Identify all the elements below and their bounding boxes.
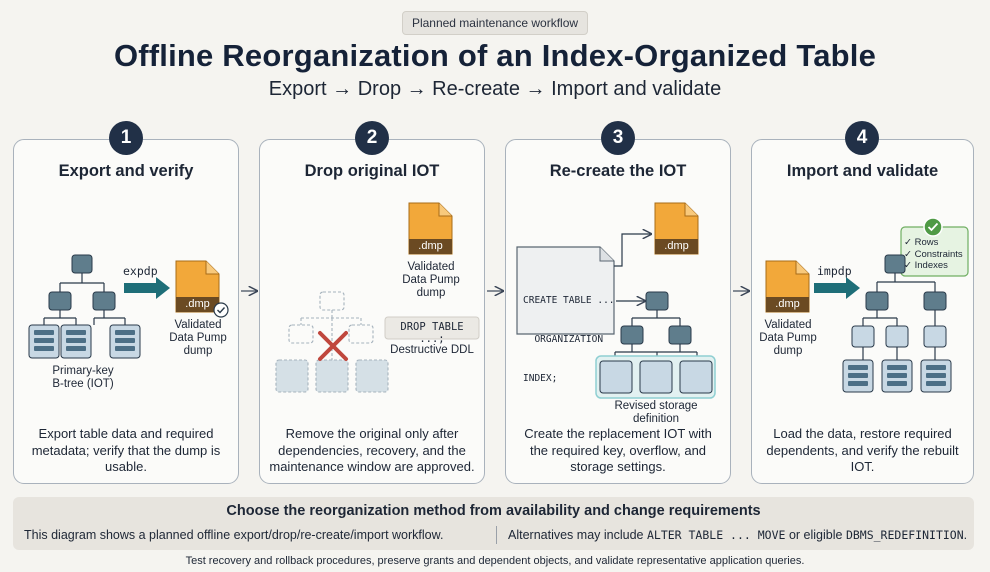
btree-label: Primary-key B-tree (IOT) [52,365,114,390]
create-table-sql: CREATE TABLE ... ORGANIZATION INDEX; [523,295,615,384]
step-description-3: Create the replacement IOT with the requ… [524,426,712,474]
step-description-1: Export table data and required metadata;… [31,426,221,474]
delete-x-icon [318,331,348,361]
step-title-4: Import and validate [786,162,939,180]
method-panel-left-text: This diagram shows a planned offline exp… [24,528,444,542]
rebuilt-btree-icon [862,273,936,360]
verified-check-icon [213,302,229,318]
step-description-2: Remove the original only after dependenc… [269,426,475,474]
validation-checklist: ✓ Rows ✓ Constraints ✓ Indexes [904,237,963,272]
method-panel-right-text: Alternatives may include ALTER TABLE ...… [508,528,968,542]
step-title-2: Drop original IOT [304,162,440,180]
step-card-2 [259,139,485,484]
impdp-command: impdp [817,264,852,278]
dump-label: Validated Data Pump dump [402,261,460,299]
dump-file-icon [175,260,220,313]
checklist-item: ✓ Indexes [904,260,948,271]
arrow-to-dump-icon [614,234,651,267]
ddl-box [384,316,480,340]
page-subtitle: Export → Drop → Re-create → Import and v… [268,78,722,100]
step-description-4: Load the data, restore required dependen… [766,426,959,474]
dump-file-icon [765,260,810,313]
dmp-label: .dmp [418,240,443,252]
dump-file-icon [654,202,699,255]
checklist-item: ✓ Constraints [904,248,963,260]
checklist-item: ✓ Rows [904,237,939,248]
method-panel-title: Choose the reorganization method from av… [226,503,761,519]
page-title: Offline Reorganization of an Index-Organ… [113,38,877,73]
validation-checklist-icon [900,217,969,277]
btree-icon [43,273,126,325]
dump-label: Validated Data Pump dump [759,319,817,357]
storage-label: Revised storage definition [614,400,698,425]
dump-label: Validated Data Pump dump [169,319,227,357]
workflow-tag: Planned maintenance workflow [0,11,990,35]
panel-divider [496,526,497,544]
expdp-arrow-icon [124,277,170,299]
imported-leaf-blocks-icon [842,359,952,393]
step-number-3: 3 [601,121,635,155]
step-title-1: Export and verify [58,162,194,180]
step-number-2: 2 [355,121,389,155]
sql-document-icon [516,246,615,335]
leaf-blocks-icon [28,324,141,359]
step-number-4: 4 [845,121,879,155]
dump-file-icon [408,202,453,255]
impdp-arrow-icon [814,277,860,299]
drop-table-ddl: DROP TABLE ...; [400,321,464,345]
step-title-3: Re-create the IOT [549,162,687,180]
deleted-tree-icon [288,291,374,360]
destructive-ddl-label: Destructive DDL [390,344,474,356]
dmp-label: .dmp [664,240,689,252]
expdp-command: expdp [123,264,158,278]
dmp-label: .dmp [185,298,210,310]
footer-note: Test recovery and rollback procedures, p… [185,555,805,567]
dmp-label: .dmp [775,298,800,310]
step-number-1: 1 [109,121,143,155]
method-panel [13,497,974,550]
